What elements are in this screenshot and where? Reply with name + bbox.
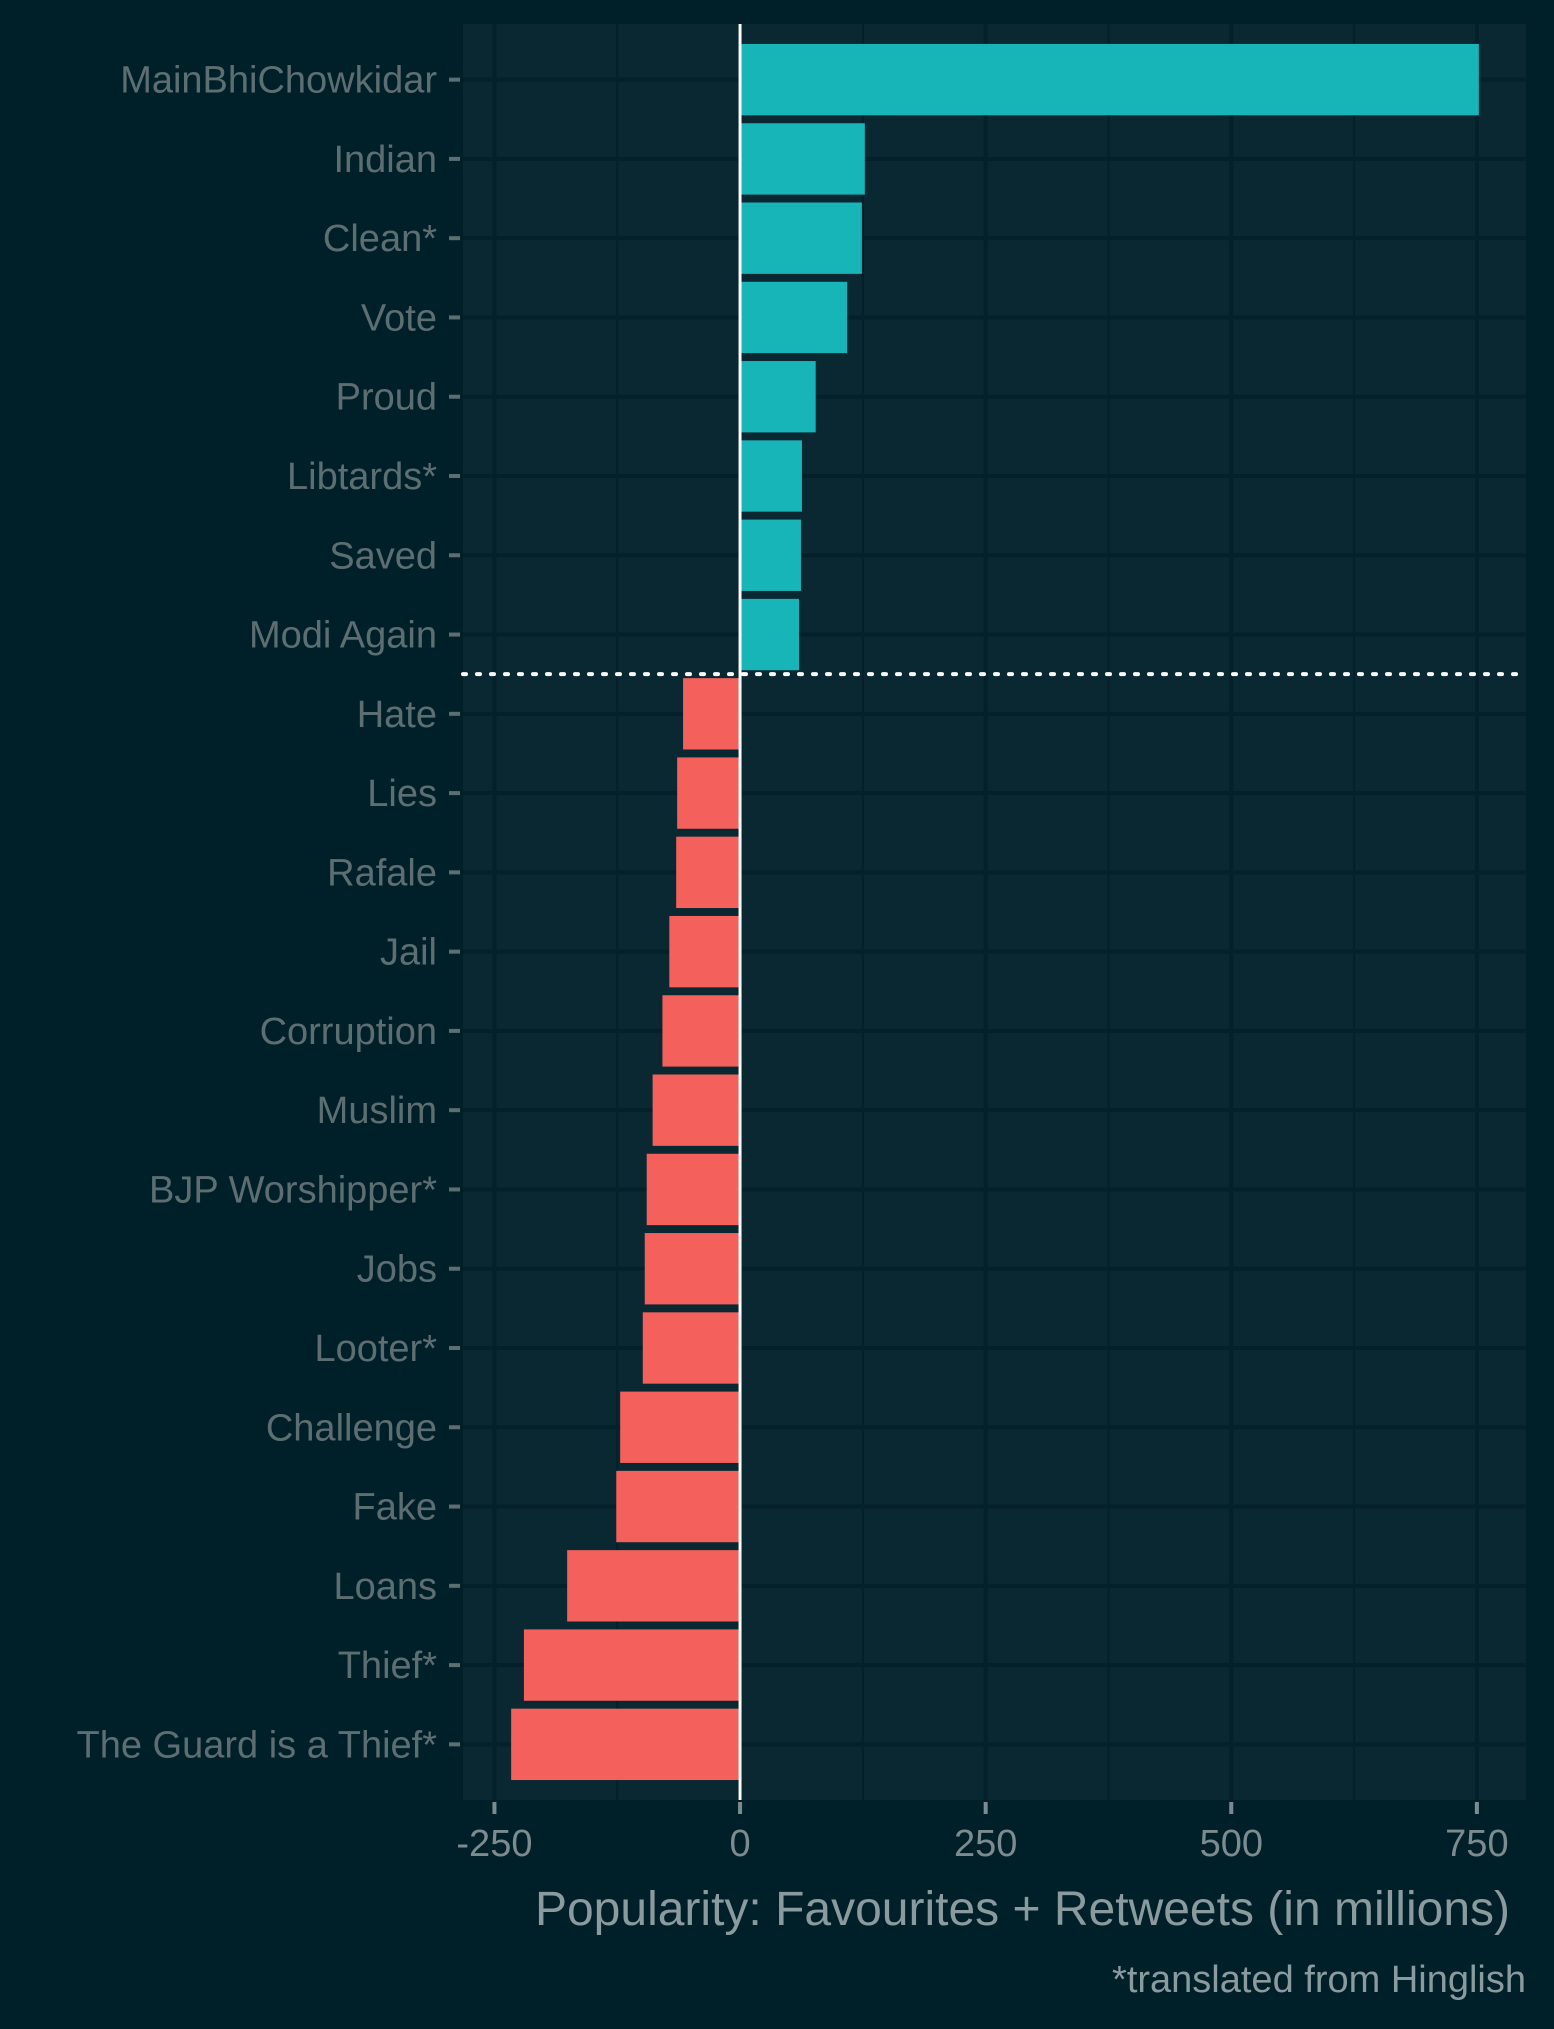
- bar-indian: [740, 123, 865, 195]
- bar-lies: [677, 757, 741, 829]
- y-tick-label: BJP Worshipper*: [149, 1169, 437, 1211]
- y-tick-label: The Guard is a Thief*: [77, 1724, 438, 1766]
- x-tick-label: 500: [1200, 1823, 1263, 1865]
- y-tick-label: Libtards*: [287, 456, 437, 498]
- x-axis-title: Popularity: Favourites + Retweets (in mi…: [535, 1883, 1510, 1936]
- y-tick-label: Jail: [380, 932, 437, 974]
- y-tick-label: Looter*: [314, 1328, 437, 1370]
- bar-mainbhichowkidar: [740, 43, 1479, 116]
- bar-clean: [740, 202, 862, 274]
- y-tick-label: Indian: [333, 139, 437, 181]
- bar-challenge: [620, 1391, 741, 1463]
- y-tick-label: Rafale: [327, 852, 437, 894]
- axis-layer: MainBhiChowkidar Indian Clean* Vote Proud Lib…: [77, 24, 1528, 1865]
- y-tick-label: Muslim: [317, 1090, 437, 1132]
- y-tick-label: Proud: [336, 377, 437, 419]
- y-tick-label: Thief*: [338, 1645, 437, 1687]
- y-tick-label: MainBhiChowkidar: [120, 60, 437, 102]
- x-tick-label: -250: [456, 1823, 532, 1865]
- bar-jobs: [644, 1233, 741, 1305]
- bar-bjp-worshipper: [646, 1153, 741, 1226]
- bar-jail: [669, 915, 741, 988]
- y-tick-label: Modi Again: [249, 615, 437, 657]
- bar-loans: [567, 1550, 741, 1622]
- bar-hate: [683, 678, 741, 750]
- bar-libtards: [740, 440, 802, 512]
- y-tick-label: Saved: [329, 535, 437, 577]
- y-tick-label: Hate: [357, 694, 437, 736]
- bar-modi-again: [740, 598, 799, 671]
- bar-looter: [642, 1312, 741, 1384]
- y-tick-label: Loans: [333, 1566, 437, 1608]
- bar-layer: [511, 43, 1479, 1781]
- caption: *translated from Hinglish: [1112, 1959, 1526, 2001]
- y-tick-label: Clean*: [323, 218, 437, 260]
- bar-the-guard-is-a-thief: [511, 1708, 741, 1781]
- x-tick-label: 250: [954, 1823, 1017, 1865]
- x-tick-label: 0: [729, 1823, 750, 1865]
- bar-proud: [740, 361, 816, 433]
- bar-fake: [616, 1470, 741, 1543]
- y-tick-label: Fake: [353, 1487, 437, 1529]
- bar-rafale: [676, 836, 741, 909]
- bar-vote: [740, 281, 848, 354]
- y-tick-label: Vote: [361, 297, 437, 339]
- x-tick-label: 750: [1445, 1823, 1508, 1865]
- y-tick-label: Lies: [367, 773, 437, 815]
- y-tick-label: Challenge: [266, 1407, 437, 1449]
- y-tick-label: Corruption: [260, 1011, 437, 1053]
- y-tick-label: Jobs: [357, 1249, 437, 1291]
- bar-saved: [740, 519, 801, 591]
- bar-corruption: [662, 995, 741, 1067]
- grid-layer: [463, 24, 1526, 1800]
- bar-muslim: [652, 1074, 741, 1146]
- bar-thief: [523, 1629, 741, 1701]
